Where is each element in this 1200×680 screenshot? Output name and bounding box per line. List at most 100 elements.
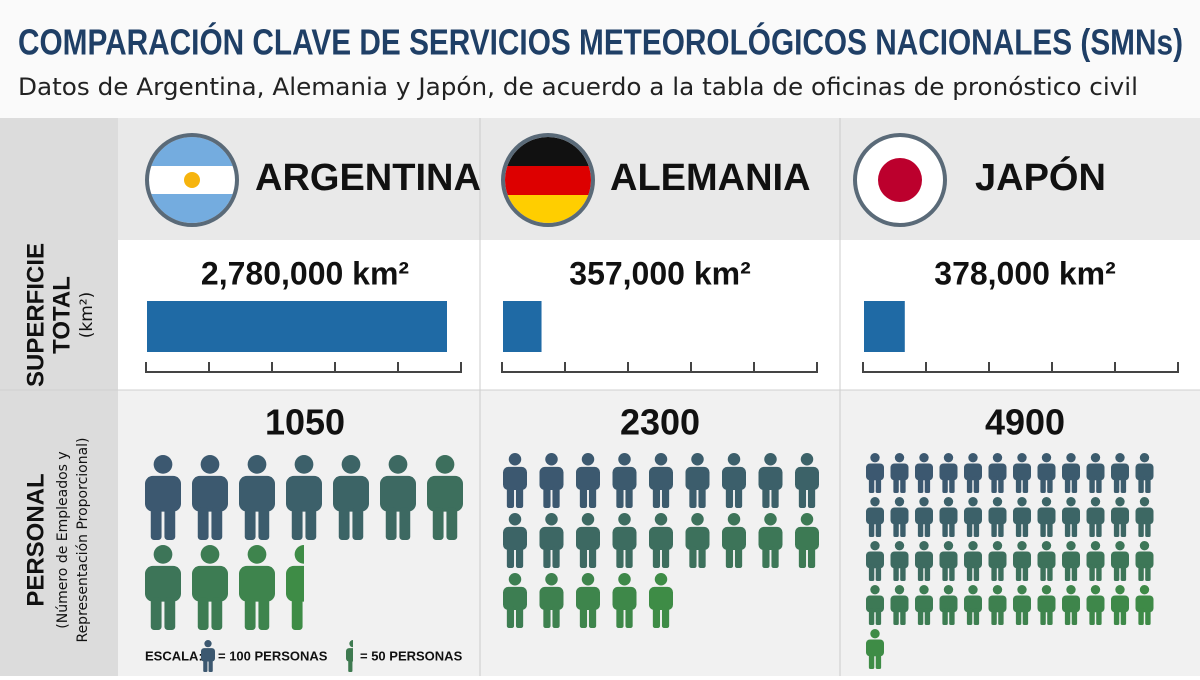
person-icon <box>1086 585 1105 625</box>
person-icon <box>890 585 909 625</box>
label-column <box>0 118 118 676</box>
person-head <box>1066 497 1076 507</box>
person-leg <box>150 597 162 630</box>
person-icon <box>964 541 982 581</box>
person-leg <box>661 606 670 628</box>
person-icon <box>649 573 673 628</box>
person-head <box>508 453 522 466</box>
person-head <box>894 453 905 463</box>
person-torso <box>1135 463 1154 481</box>
person-head <box>727 513 741 526</box>
person-icon <box>346 640 353 672</box>
person-icon <box>1135 585 1154 625</box>
person-icon <box>333 455 369 540</box>
person-leg <box>1089 564 1095 581</box>
person-icon <box>427 455 463 540</box>
person-leg <box>949 608 955 625</box>
person-leg <box>661 546 670 568</box>
person-leg <box>875 476 882 493</box>
person-leg <box>552 606 560 628</box>
person-head <box>943 541 954 551</box>
person-icon <box>939 497 958 537</box>
person-head <box>349 640 353 648</box>
row-label: Representación Proporcional) <box>75 437 91 642</box>
person-head <box>1017 541 1027 551</box>
person-leg <box>1071 608 1078 625</box>
person-icon <box>890 453 909 493</box>
person-head <box>508 513 522 526</box>
person-icon <box>1013 585 1031 625</box>
person-leg <box>164 507 176 540</box>
person-leg <box>291 597 303 630</box>
person-head <box>1139 497 1150 507</box>
person-leg <box>543 606 551 628</box>
person-icon <box>722 453 746 508</box>
person-leg <box>625 546 633 568</box>
person-head <box>435 455 455 474</box>
person-head <box>870 541 880 551</box>
person-leg <box>616 546 624 568</box>
person-torso <box>988 551 1007 569</box>
area-bar <box>864 301 905 352</box>
person-leg <box>616 606 624 628</box>
person-torso <box>795 526 819 551</box>
person-leg <box>506 486 515 508</box>
person-icon <box>685 453 710 508</box>
person-leg <box>868 608 875 625</box>
person-torso <box>1135 595 1154 613</box>
person-leg <box>291 507 303 540</box>
person-icon <box>286 545 304 630</box>
person-head <box>870 497 880 507</box>
person-torso <box>192 565 228 602</box>
person-head <box>919 585 929 595</box>
person-head <box>764 513 777 526</box>
person-leg <box>924 476 931 493</box>
area-label: 2,780,000 km² <box>201 255 409 291</box>
person-head <box>1041 497 1052 507</box>
person-leg <box>1096 564 1102 581</box>
person-leg <box>949 564 955 581</box>
person-leg <box>875 564 882 581</box>
person-leg <box>515 486 524 508</box>
person-leg <box>998 564 1004 581</box>
scale-half: = 50 PERSONAS <box>360 648 463 663</box>
person-head <box>1115 453 1125 463</box>
person-head <box>654 453 668 466</box>
person-leg <box>1113 564 1120 581</box>
person-leg <box>1015 476 1022 493</box>
row-label: SUPERFICIE <box>22 243 49 387</box>
person-leg <box>197 597 209 630</box>
person-leg <box>1145 520 1151 537</box>
person-leg <box>1145 564 1151 581</box>
person-head <box>1115 541 1125 551</box>
person-torso <box>576 586 600 611</box>
person-icon <box>503 513 527 568</box>
person-head <box>1090 497 1101 507</box>
person-icon <box>964 497 982 537</box>
person-leg <box>625 606 633 628</box>
subtitle: Datos de Argentina, Alemania y Japón, de… <box>18 73 1138 101</box>
person-torso <box>890 463 909 481</box>
person-leg <box>1015 564 1022 581</box>
person-leg <box>1047 520 1053 537</box>
person-leg <box>543 546 551 568</box>
person-leg <box>991 608 997 625</box>
person-head <box>992 497 1003 507</box>
person-leg <box>868 476 875 493</box>
person-head <box>1041 585 1052 595</box>
person-leg <box>258 597 270 630</box>
staff-row-label: PERSONAL (Número de Empleados y Represen… <box>22 437 91 642</box>
person-leg <box>1113 476 1120 493</box>
person-torso <box>1111 551 1129 569</box>
country-name: JAPÓN <box>975 155 1106 199</box>
person-icon <box>1111 497 1129 537</box>
person-icon <box>1062 541 1080 581</box>
person-torso <box>866 507 884 525</box>
person-icon <box>380 455 416 540</box>
person-leg <box>579 546 588 568</box>
person-leg <box>1145 608 1151 625</box>
person-torso <box>685 526 710 551</box>
person-icon <box>939 541 958 581</box>
person-leg <box>1138 564 1144 581</box>
person-leg <box>652 486 661 508</box>
